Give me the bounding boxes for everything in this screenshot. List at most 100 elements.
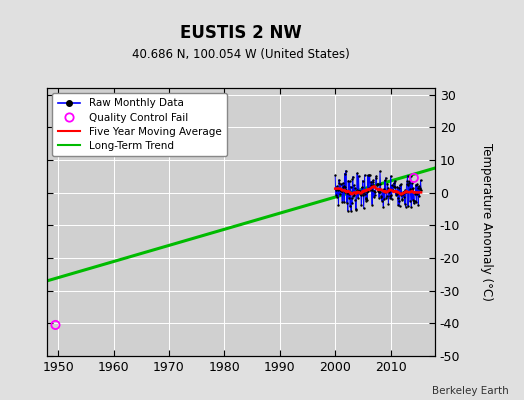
Point <box>339 184 347 190</box>
Text: 40.686 N, 100.054 W (United States): 40.686 N, 100.054 W (United States) <box>132 48 350 61</box>
Point <box>391 178 399 184</box>
Point <box>375 189 384 196</box>
Point <box>414 183 423 189</box>
Point <box>363 197 372 203</box>
Point <box>351 185 359 191</box>
Point <box>396 203 404 209</box>
Point <box>368 202 376 208</box>
Point <box>345 194 353 201</box>
Point <box>398 197 407 203</box>
Point <box>399 190 407 197</box>
Point <box>375 194 383 201</box>
Text: EUSTIS 2 NW: EUSTIS 2 NW <box>180 24 302 42</box>
Point <box>386 193 394 200</box>
Point <box>405 180 413 187</box>
Point <box>343 200 351 206</box>
Point <box>374 181 382 188</box>
Point <box>395 184 403 191</box>
Point <box>391 184 400 190</box>
Point <box>369 177 377 184</box>
Point <box>410 198 419 204</box>
Point <box>357 184 366 191</box>
Point <box>345 178 354 184</box>
Point <box>372 175 380 181</box>
Point <box>396 182 404 188</box>
Point <box>361 172 369 178</box>
Point <box>334 186 342 193</box>
Point <box>338 198 346 205</box>
Point <box>392 189 400 196</box>
Point <box>374 188 383 194</box>
Point <box>51 322 60 328</box>
Point <box>350 192 358 198</box>
Point <box>402 189 410 196</box>
Point <box>332 187 340 193</box>
Point <box>391 192 400 198</box>
Point <box>379 203 387 210</box>
Point <box>352 207 361 213</box>
Point <box>356 191 365 197</box>
Point <box>417 177 425 183</box>
Point <box>332 192 340 198</box>
Point <box>409 185 417 191</box>
Point <box>390 183 399 190</box>
Point <box>363 189 371 195</box>
Point <box>358 178 367 184</box>
Point <box>386 195 395 201</box>
Point <box>402 181 411 188</box>
Point <box>376 181 385 188</box>
Point <box>370 194 378 200</box>
Point <box>383 193 391 199</box>
Point <box>341 184 349 190</box>
Point <box>353 187 361 193</box>
Point <box>358 190 366 196</box>
Point <box>379 186 387 193</box>
Point <box>381 189 389 195</box>
Point <box>364 172 372 178</box>
Point <box>360 188 368 195</box>
Point <box>392 190 401 197</box>
Point <box>394 195 402 202</box>
Point <box>370 192 379 198</box>
Point <box>393 184 401 190</box>
Point <box>384 201 392 208</box>
Point <box>347 208 355 214</box>
Point <box>379 186 388 192</box>
Point <box>336 181 345 187</box>
Point <box>385 189 394 196</box>
Point <box>348 176 357 182</box>
Point <box>355 189 364 195</box>
Point <box>403 178 411 184</box>
Point <box>408 186 416 192</box>
Point <box>362 196 370 202</box>
Point <box>354 195 362 202</box>
Point <box>390 182 398 189</box>
Point <box>357 202 366 209</box>
Point <box>396 192 405 198</box>
Point <box>369 182 378 188</box>
Point <box>362 198 370 204</box>
Point <box>413 184 422 191</box>
Point <box>368 179 377 186</box>
Point <box>359 205 368 212</box>
Point <box>407 173 415 179</box>
Point <box>339 180 347 186</box>
Point <box>387 192 396 198</box>
Point <box>385 188 393 194</box>
Point <box>351 197 359 204</box>
Point <box>376 168 384 174</box>
Point <box>353 170 362 176</box>
Point <box>366 172 374 178</box>
Point <box>334 202 343 208</box>
Point <box>382 194 390 201</box>
Point <box>375 189 383 195</box>
Point <box>380 196 388 202</box>
Point <box>409 197 417 203</box>
Point <box>401 204 410 210</box>
Point <box>361 190 369 197</box>
Point <box>373 182 381 188</box>
Point <box>405 178 413 184</box>
Point <box>343 190 352 197</box>
Point <box>417 187 425 193</box>
Point <box>397 181 405 187</box>
